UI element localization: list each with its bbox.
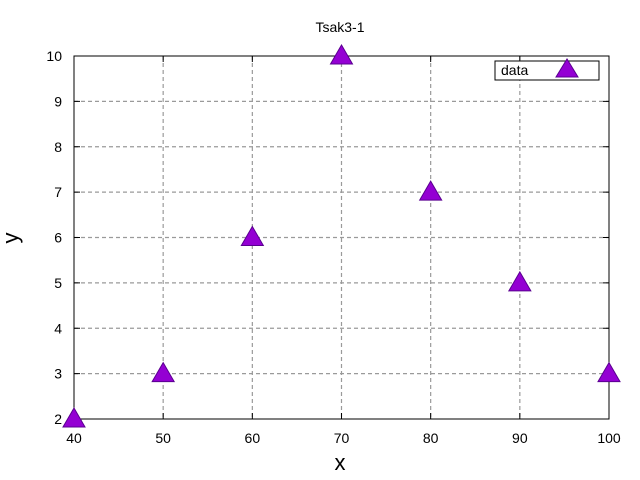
y-tick-label: 2 xyxy=(54,411,62,427)
data-points xyxy=(62,44,621,428)
data-point-triangle xyxy=(507,270,532,292)
x-tick-label: 70 xyxy=(334,430,350,446)
legend-label: data xyxy=(501,62,528,78)
y-tick-label: 6 xyxy=(54,230,62,246)
x-tick-label: 100 xyxy=(597,430,621,446)
y-axis-title: y xyxy=(0,233,23,244)
y-tick-label: 4 xyxy=(54,320,62,336)
data-point-triangle xyxy=(418,180,443,201)
data-point-triangle xyxy=(151,361,176,383)
y-tick-label: 9 xyxy=(54,93,62,109)
x-tick-label: 90 xyxy=(512,430,528,446)
x-tick-label: 50 xyxy=(155,430,171,446)
data-point-triangle xyxy=(597,361,621,383)
x-axis: 40 50 60 70 80 90 100 xyxy=(66,56,621,446)
y-tick-label: 10 xyxy=(46,48,62,64)
legend-triangle-marker xyxy=(555,58,579,78)
x-axis-title: x xyxy=(335,450,346,475)
data-point-triangle xyxy=(62,407,86,428)
x-tick-label: 40 xyxy=(66,430,82,446)
y-tick-label: 8 xyxy=(54,139,62,155)
x-tick-label: 60 xyxy=(245,430,261,446)
data-point-triangle xyxy=(240,225,265,246)
legend: data xyxy=(494,58,600,81)
y-tick-label: 7 xyxy=(54,184,62,200)
grid xyxy=(74,56,609,419)
chart-title: Tsak3-1 xyxy=(315,19,364,35)
y-tick-label: 5 xyxy=(54,275,62,291)
data-point-triangle xyxy=(329,44,354,65)
x-tick-label: 80 xyxy=(423,430,439,446)
y-tick-label: 3 xyxy=(54,366,62,382)
